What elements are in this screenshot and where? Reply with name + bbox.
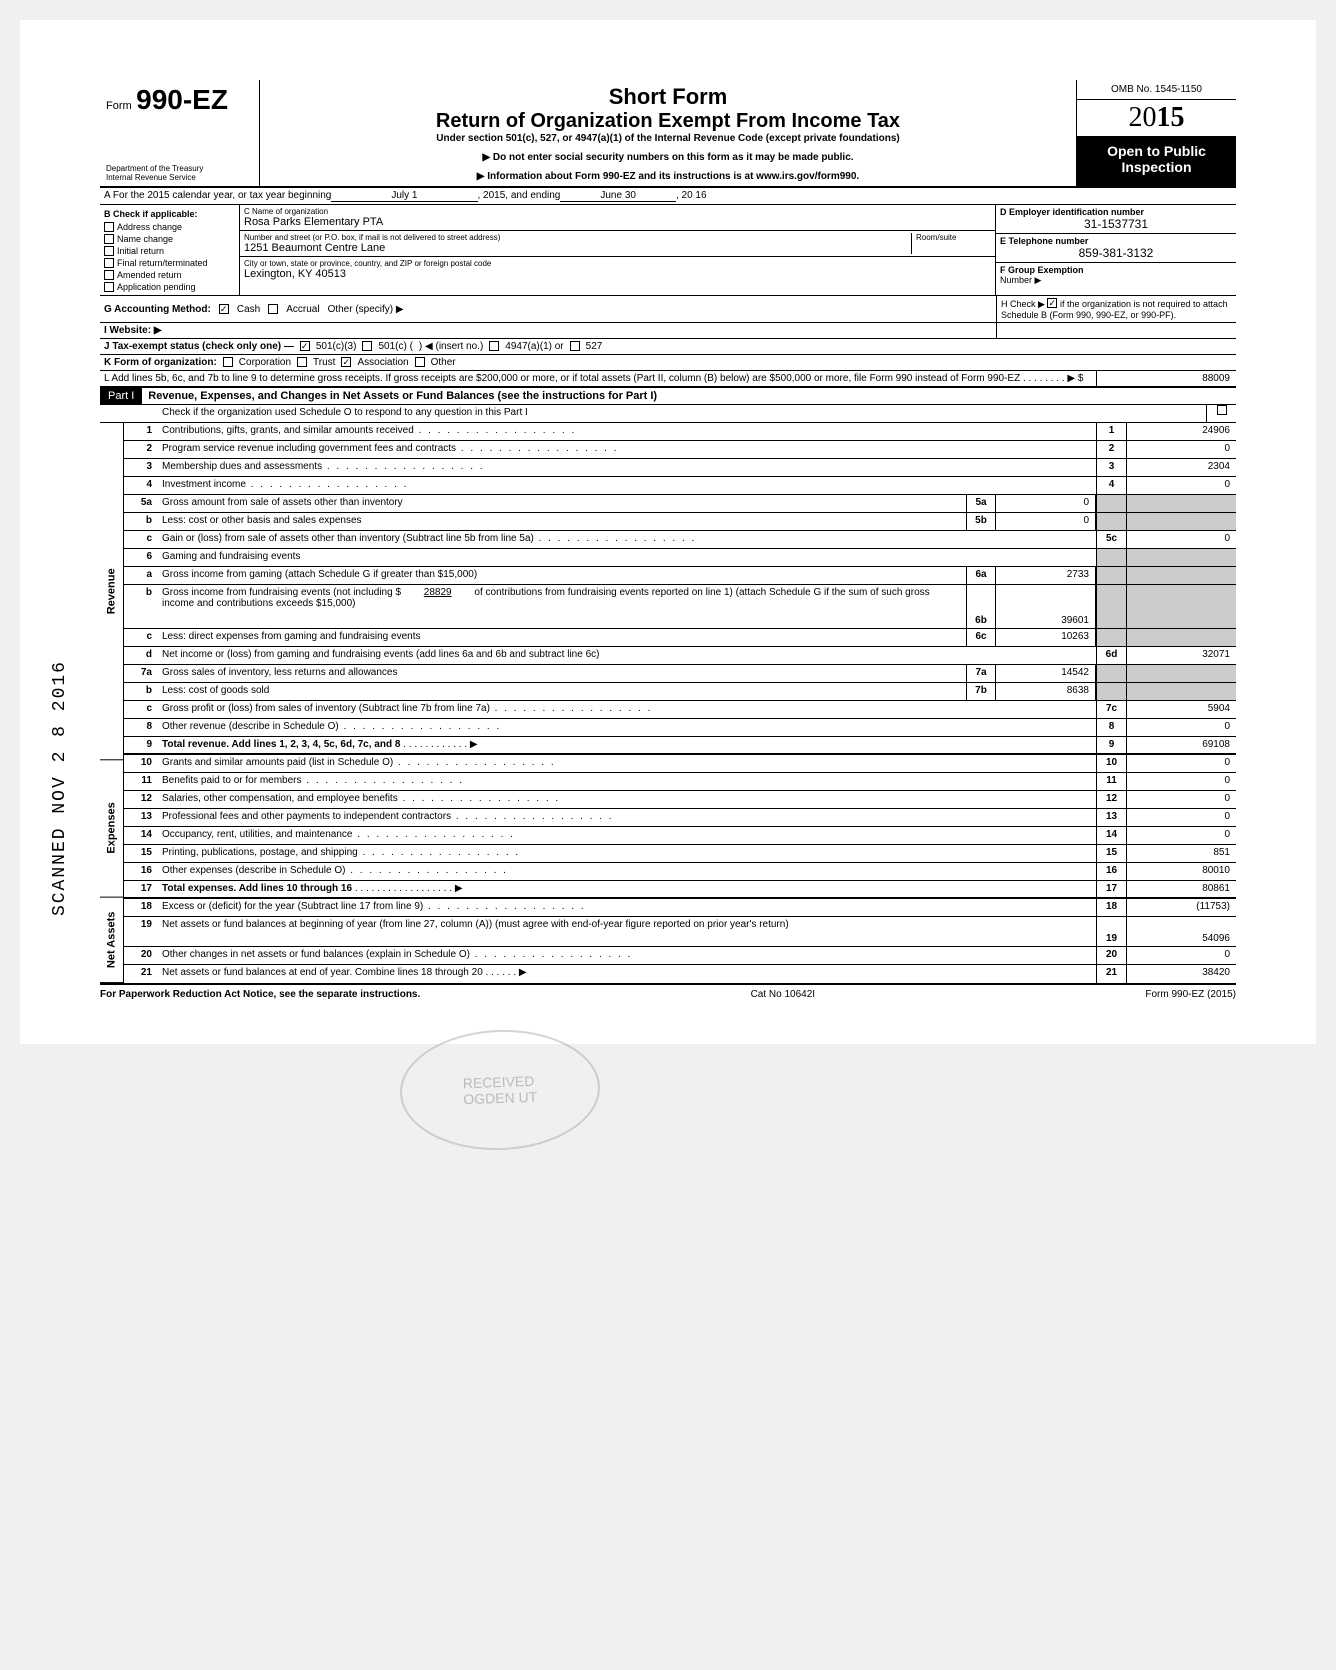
form-number: 990-EZ: [136, 84, 228, 115]
header-left: Form 990-EZ Department of the Treasury I…: [100, 80, 260, 186]
short-form-title: Short Form: [270, 84, 1066, 110]
check-h[interactable]: [1047, 298, 1057, 308]
check-501c[interactable]: [362, 341, 372, 351]
check-assoc[interactable]: [341, 357, 351, 367]
check-name[interactable]: Name change: [102, 233, 237, 245]
main-grid: Revenue Expenses Net Assets 1Contributio…: [100, 423, 1236, 983]
footer-center: Cat No 10642I: [751, 989, 816, 1000]
city-row: City or town, state or province, country…: [240, 257, 995, 282]
col-b: B Check if applicable: Address change Na…: [100, 205, 240, 295]
group-row: F Group Exemption Number ▶: [996, 263, 1236, 288]
addr-row: Number and street (or P.O. box, if mail …: [240, 231, 995, 257]
check-accrual[interactable]: [268, 304, 278, 314]
section-bcd: B Check if applicable: Address change Na…: [100, 205, 1236, 296]
form-page: SCANNED NOV 2 8 2016 Form 990-EZ Departm…: [20, 20, 1316, 1044]
open-to-public: Open to Public Inspection: [1077, 137, 1236, 186]
expenses-label: Expenses: [100, 760, 123, 898]
check-4947[interactable]: [489, 341, 499, 351]
gross-receipts-value: 88009: [1096, 371, 1236, 386]
check-cash[interactable]: [219, 304, 229, 314]
footer: For Paperwork Reduction Act Notice, see …: [100, 983, 1236, 1004]
org-name-row: C Name of organization Rosa Parks Elemen…: [240, 205, 995, 231]
check-other-org[interactable]: [415, 357, 425, 367]
tax-year: 2015: [1077, 100, 1236, 137]
col-c: C Name of organization Rosa Parks Elemen…: [240, 205, 996, 295]
arrow2: ▶ Information about Form 990-EZ and its …: [270, 171, 1066, 182]
phone-row: E Telephone number 859-381-3132: [996, 234, 1236, 263]
line-l: L Add lines 5b, 6c, and 7b to line 9 to …: [100, 371, 1236, 388]
line-k: K Form of organization: Corporation Trus…: [100, 355, 1236, 371]
dept: Department of the Treasury Internal Reve…: [106, 164, 253, 182]
line-j: J Tax-exempt status (check only one) — 5…: [100, 339, 1236, 355]
received-stamp: RECEIVEDOGDEN UT: [398, 1027, 602, 1154]
header-right: OMB No. 1545-1150 2015 Open to Public In…: [1076, 80, 1236, 186]
footer-right: Form 990-EZ (2015): [1145, 989, 1236, 1000]
check-501c3[interactable]: [300, 341, 310, 351]
check-final[interactable]: Final return/terminated: [102, 257, 237, 269]
footer-left: For Paperwork Reduction Act Notice, see …: [100, 989, 420, 1000]
part1-header: Part I Revenue, Expenses, and Changes in…: [100, 388, 1236, 405]
part1-check: Check if the organization used Schedule …: [100, 405, 1236, 423]
line-a: A For the 2015 calendar year, or tax yea…: [100, 188, 1236, 205]
header-center: Short Form Return of Organization Exempt…: [260, 80, 1076, 186]
check-trust[interactable]: [297, 357, 307, 367]
col-d: D Employer identification number 31-1537…: [996, 205, 1236, 295]
netassets-label: Net Assets: [100, 898, 123, 983]
side-labels: Revenue Expenses Net Assets: [100, 423, 124, 983]
form-prefix: Form: [106, 100, 132, 112]
omb-number: OMB No. 1545-1150: [1077, 80, 1236, 100]
check-corp[interactable]: [223, 357, 233, 367]
check-amended[interactable]: Amended return: [102, 269, 237, 281]
form-header: Form 990-EZ Department of the Treasury I…: [100, 80, 1236, 188]
check-address[interactable]: Address change: [102, 221, 237, 233]
subtitle: Under section 501(c), 527, or 4947(a)(1)…: [270, 133, 1066, 144]
lines: 1Contributions, gifts, grants, and simil…: [124, 423, 1236, 983]
check-pending[interactable]: Application pending: [102, 281, 237, 293]
check-527[interactable]: [570, 341, 580, 351]
arrow1: ▶ Do not enter social security numbers o…: [270, 152, 1066, 163]
return-title: Return of Organization Exempt From Incom…: [270, 110, 1066, 133]
check-initial[interactable]: Initial return: [102, 245, 237, 257]
revenue-label: Revenue: [100, 423, 123, 760]
ein-row: D Employer identification number 31-1537…: [996, 205, 1236, 234]
check-schedule-o[interactable]: [1217, 405, 1227, 415]
scanned-stamp: SCANNED NOV 2 8 2016: [50, 660, 70, 916]
line-i: I Website: ▶: [100, 323, 1236, 339]
line-g-h: G Accounting Method: Cash Accrual Other …: [100, 296, 1236, 323]
